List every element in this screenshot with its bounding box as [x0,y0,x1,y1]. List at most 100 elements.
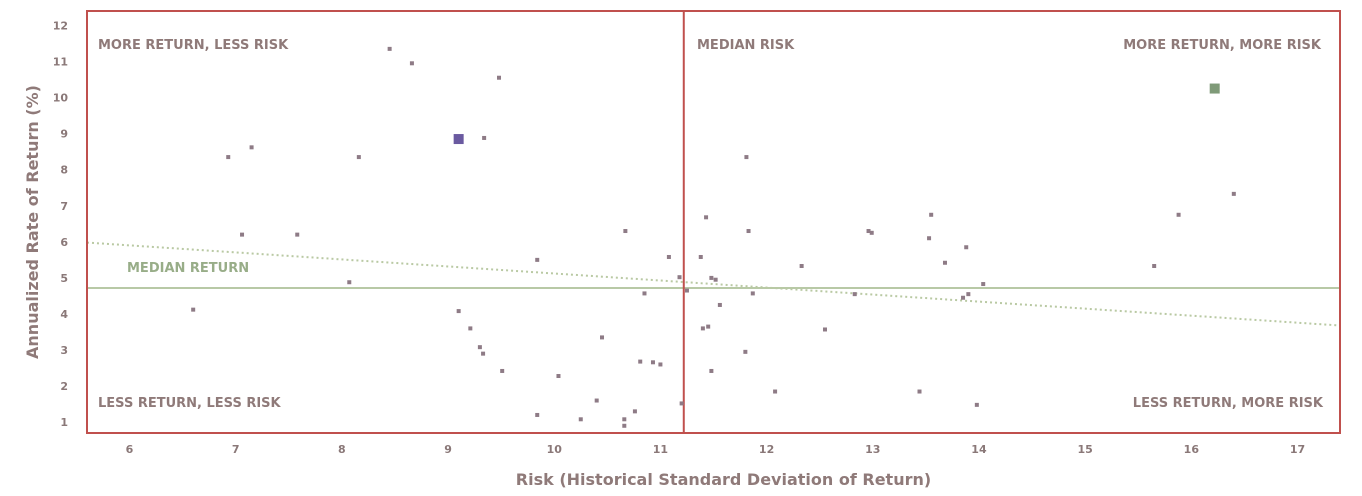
y-tick-label: 3 [60,344,68,357]
data-point [638,359,643,364]
data-point [622,423,627,428]
data-point [1152,264,1157,269]
data-point [717,302,722,307]
data-point [706,324,711,329]
x-tick-label: 12 [759,443,774,456]
y-axis-title: Annualized Rate of Return (%) [23,85,42,359]
data-point [799,264,804,269]
y-tick-label: 10 [53,92,69,105]
data-point [746,229,751,234]
data-point [700,326,705,331]
data-point [866,229,871,234]
data-point [964,245,969,250]
x-tick-label: 9 [444,443,452,456]
data-point [477,345,482,350]
y-tick-label: 12 [53,19,68,32]
data-point [409,61,414,66]
data-point [750,291,755,296]
data-point [929,212,934,217]
quadrant-label-bottom-right: LESS RETURN, MORE RISK [1133,396,1324,411]
y-tick-label: 5 [60,272,68,285]
highlight-point [1209,83,1220,94]
data-point [347,280,352,285]
x-tick-label: 10 [547,443,563,456]
data-point [679,401,684,406]
y-tick-label: 2 [60,380,68,393]
data-point [226,155,231,160]
data-point [927,236,932,241]
x-tick-label: 11 [653,443,668,456]
quadrant-label-top-left: MORE RETURN, LESS RISK [98,38,289,53]
data-point [917,389,922,394]
data-point [535,257,540,262]
x-tick-label: 8 [338,443,346,456]
y-tick-label: 4 [60,308,68,321]
y-tick-label: 1 [60,416,68,429]
data-point [600,335,605,340]
y-tick-label: 11 [53,55,68,68]
y-tick-label: 6 [60,236,68,249]
data-point [622,417,627,422]
data-point [632,409,637,414]
data-point [556,374,561,379]
data-point [743,349,748,354]
x-tick-label: 15 [1077,443,1092,456]
data-point [497,75,502,80]
y-tick-label: 8 [60,164,68,177]
y-tick-label: 9 [60,128,68,141]
x-tick-label: 17 [1290,443,1305,456]
data-point [1231,191,1236,196]
trendline [86,241,1341,327]
x-axis-title: Risk (Historical Standard Deviation of R… [516,470,931,489]
x-tick-label: 14 [971,443,987,456]
data-point [852,292,857,297]
data-point [869,230,874,235]
data-point [249,145,254,150]
data-point [713,277,718,282]
data-point [240,232,245,237]
data-point [709,368,714,373]
data-point [481,351,486,356]
data-point [942,260,947,265]
data-point [709,275,714,280]
data-point [456,309,461,314]
data-point [773,389,778,394]
data-point [650,360,655,365]
data-point [594,398,599,403]
data-point [704,215,709,220]
data-point [482,135,487,140]
quadrant-label-top-right: MORE RETURN, MORE RISK [1123,38,1322,53]
data-point [974,402,979,407]
data-point [387,46,392,51]
data-point [295,232,300,237]
data-point [623,229,628,234]
x-tick-label: 6 [126,443,134,456]
median-return-label: MEDIAN RETURN [127,261,249,276]
data-point [677,275,682,280]
data-point [578,417,583,422]
data-point [535,412,540,417]
highlight-point [453,134,464,145]
x-tick-label: 13 [865,443,880,456]
data-point [744,155,749,160]
data-point [356,155,361,160]
data-point [966,292,971,297]
data-point [1176,212,1181,217]
plot-frame [86,10,1341,434]
data-point [658,362,663,367]
data-point [666,254,671,259]
data-point [822,327,827,332]
quadrant-label-median-risk: MEDIAN RISK [697,38,795,53]
data-point [684,288,689,293]
data-point [642,291,647,296]
data-point [961,295,966,300]
data-point [468,326,473,331]
quadrant-label-bottom-left: LESS RETURN, LESS RISK [98,396,282,411]
y-tick-label: 7 [60,200,68,213]
data-point [191,307,196,312]
data-point [698,254,703,259]
data-point [981,282,986,287]
data-point [500,368,505,373]
x-tick-label: 16 [1184,443,1200,456]
